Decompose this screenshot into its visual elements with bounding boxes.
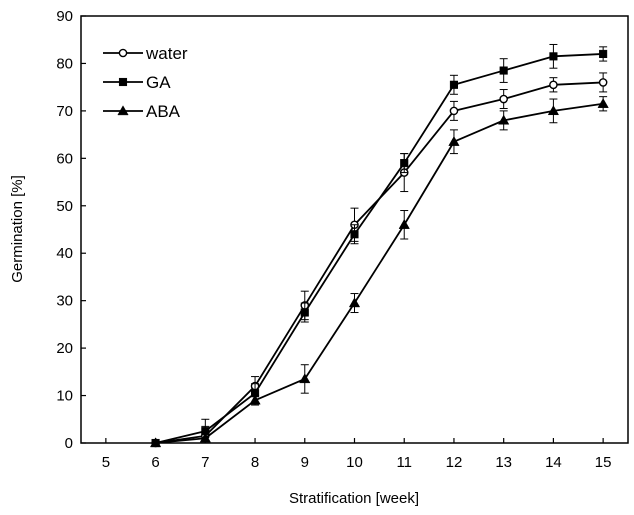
x-tick-label: 12 xyxy=(446,454,463,471)
data-point-ga xyxy=(599,49,608,59)
data-point-aba xyxy=(448,136,460,146)
data-point-aba xyxy=(249,394,261,405)
y-tick-label: 50 xyxy=(56,198,73,215)
x-axis: 5 6 7 8 9 10 11 12 13 14 15 xyxy=(102,438,612,471)
x-tick-label: 9 xyxy=(301,454,309,471)
x-tick-label: 8 xyxy=(251,454,259,471)
series-layer xyxy=(149,43,609,448)
legend-marker-ga xyxy=(118,77,128,87)
x-tick-label: 14 xyxy=(545,454,562,471)
legend-label-ga: GA xyxy=(146,73,171,92)
data-point-aba xyxy=(348,297,361,308)
series-aba xyxy=(149,96,609,448)
series-line-aba xyxy=(155,102,604,444)
x-tick-label: 15 xyxy=(595,454,612,471)
legend-marker-water xyxy=(118,48,128,58)
data-point-aba xyxy=(149,437,162,448)
y-tick-label: 70 xyxy=(56,103,73,120)
y-tick-label: 80 xyxy=(56,55,73,72)
x-tick-label: 5 xyxy=(102,454,110,471)
x-axis-title: Stratification [week] xyxy=(289,490,419,507)
data-point-aba xyxy=(547,105,560,116)
data-point-ga xyxy=(499,66,508,75)
y-tick-label: 20 xyxy=(56,340,73,357)
x-tick-label: 11 xyxy=(396,454,412,471)
data-point-aba xyxy=(299,373,311,384)
data-point-ga xyxy=(400,159,409,168)
data-point-water xyxy=(598,78,608,87)
data-point-water xyxy=(499,94,508,104)
series-line-ga xyxy=(155,53,604,444)
y-tick-label: 90 xyxy=(56,8,73,25)
data-point-aba xyxy=(199,432,211,443)
data-point-ga xyxy=(350,230,359,239)
legend: water GA ABA xyxy=(103,44,188,121)
x-tick-label: 6 xyxy=(151,454,159,471)
data-point-water xyxy=(449,106,459,116)
data-point-ga xyxy=(300,308,309,317)
legend-label-aba: ABA xyxy=(146,102,181,121)
y-tick-label: 0 xyxy=(65,435,73,452)
data-point-aba xyxy=(498,114,510,125)
y-axis-title: Germination [%] xyxy=(9,175,26,283)
data-point-aba xyxy=(398,219,410,229)
series-ga xyxy=(151,43,608,448)
x-tick-label: 10 xyxy=(346,454,363,471)
y-tick-label: 60 xyxy=(56,150,73,167)
data-point-water xyxy=(549,80,558,90)
legend-marker-aba xyxy=(117,105,129,116)
data-point-ga xyxy=(549,52,558,61)
y-tick-label: 30 xyxy=(56,293,73,310)
y-tick-label: 40 xyxy=(56,245,73,262)
legend-label-water: water xyxy=(145,44,188,63)
x-tick-label: 7 xyxy=(201,454,209,471)
data-point-ga xyxy=(449,80,459,89)
series-water xyxy=(151,72,608,448)
x-tick-label: 13 xyxy=(495,454,512,471)
data-point-aba xyxy=(597,98,609,108)
y-axis: 0 10 20 30 40 50 60 70 80 90 xyxy=(56,8,86,452)
y-tick-label: 10 xyxy=(56,388,73,405)
